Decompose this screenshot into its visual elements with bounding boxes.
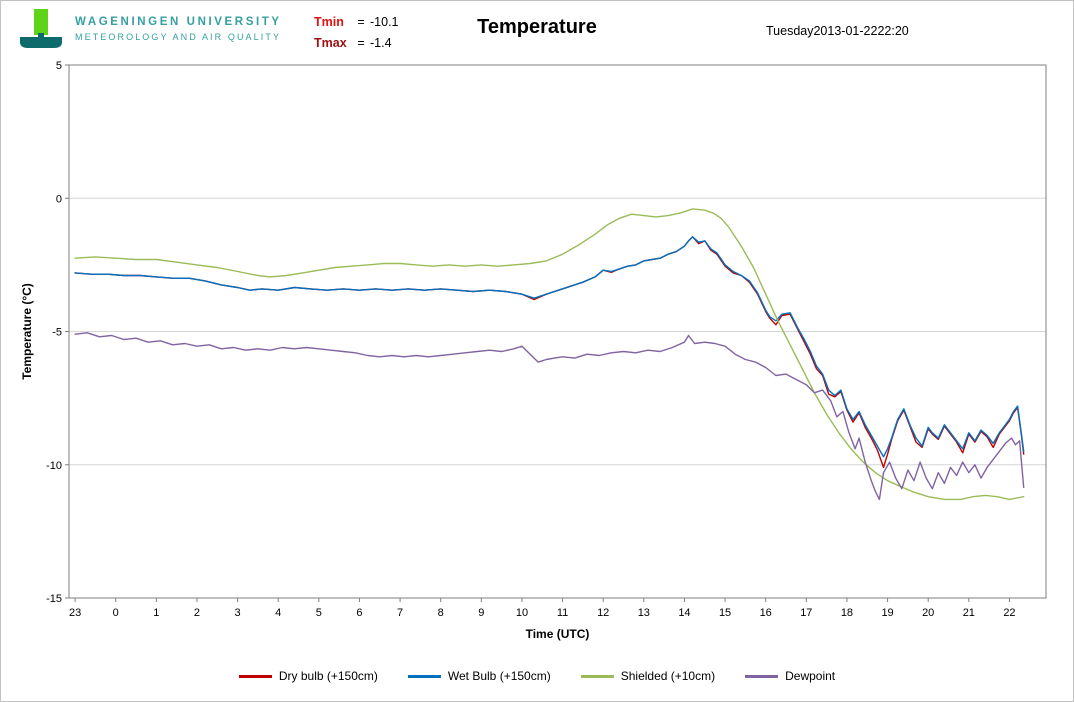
- legend-label-shielded: Shielded (+10cm): [620, 669, 716, 683]
- legend-label-wet-bulb: Wet Bulb (+150cm): [447, 669, 551, 683]
- wageningen-logo-icon: [20, 9, 62, 48]
- tmax-value: -1.4: [370, 36, 392, 51]
- university-name: WAGENINGEN UNIVERSITY: [75, 16, 282, 28]
- tmax-equals: =: [357, 36, 365, 51]
- svg-text:17: 17: [800, 607, 812, 619]
- tmin-value: -10.1: [370, 15, 399, 29]
- svg-text:3: 3: [235, 607, 241, 619]
- svg-text:1: 1: [153, 607, 159, 619]
- chart-legend: Dry bulb (+150cm) Wet Bulb (+150cm) Shie…: [1, 669, 1073, 683]
- svg-text:22: 22: [1003, 607, 1015, 619]
- legend-item-wet-bulb: Wet Bulb (+150cm): [407, 669, 551, 683]
- tmin-label: Tmin: [314, 15, 344, 29]
- tmin-equals: =: [357, 15, 365, 29]
- legend-item-shielded: Shielded (+10cm): [580, 669, 716, 683]
- svg-text:0: 0: [113, 607, 119, 619]
- svg-text:Temperature (°C): Temperature (°C): [20, 283, 34, 380]
- svg-text:19: 19: [881, 607, 893, 619]
- svg-text:7: 7: [397, 607, 403, 619]
- svg-text:-10: -10: [46, 460, 62, 472]
- legend-item-dry-bulb: Dry bulb (+150cm): [238, 669, 378, 683]
- university-name-block: WAGENINGEN UNIVERSITY METEOROLOGY AND AI…: [75, 14, 282, 44]
- department-name: METEOROLOGY AND AIR QUALITY: [75, 31, 282, 42]
- wageningen-logo: [17, 7, 65, 58]
- svg-text:Time (UTC): Time (UTC): [526, 627, 590, 641]
- svg-text:0: 0: [56, 193, 62, 205]
- svg-text:15: 15: [719, 607, 731, 619]
- legend-line-dewpoint: [745, 674, 779, 678]
- legend-label-dry-bulb: Dry bulb (+150cm): [278, 669, 378, 683]
- svg-text:-5: -5: [52, 327, 62, 339]
- page-title: Temperature: [477, 16, 597, 38]
- svg-text:13: 13: [638, 607, 650, 619]
- svg-text:20: 20: [922, 607, 934, 619]
- svg-text:21: 21: [963, 607, 975, 619]
- time-label: 22:20: [877, 24, 909, 38]
- tmax-row: Tmax = -1.4: [314, 33, 399, 54]
- date-label: 2013-01-22: [813, 24, 878, 38]
- legend-item-dewpoint: Dewpoint: [745, 669, 835, 683]
- svg-text:6: 6: [356, 607, 362, 619]
- svg-text:9: 9: [478, 607, 484, 619]
- svg-text:-15: -15: [46, 593, 62, 605]
- svg-text:5: 5: [316, 607, 322, 619]
- legend-label-dewpoint: Dewpoint: [785, 669, 836, 683]
- svg-text:23: 23: [69, 607, 81, 619]
- svg-text:12: 12: [597, 607, 609, 619]
- legend-line-dry-bulb: [238, 674, 272, 678]
- tmin-row: Tmin = -10.1: [314, 12, 399, 33]
- svg-text:10: 10: [516, 607, 528, 619]
- svg-text:16: 16: [760, 607, 772, 619]
- tmax-label: Tmax: [314, 36, 347, 51]
- svg-text:11: 11: [557, 607, 568, 619]
- svg-text:4: 4: [275, 607, 281, 619]
- minmax-block: Tmin = -10.1 Tmax = -1.4: [314, 12, 399, 55]
- datetime-block: Tuesday2013-01-2222:20: [766, 24, 909, 38]
- svg-text:5: 5: [56, 60, 62, 72]
- weekday-label: Tuesday: [766, 24, 814, 38]
- svg-text:18: 18: [841, 607, 853, 619]
- legend-line-shielded: [580, 674, 614, 678]
- legend-line-wet-bulb: [407, 674, 441, 678]
- svg-text:8: 8: [438, 607, 444, 619]
- svg-text:2: 2: [194, 607, 200, 619]
- svg-text:14: 14: [678, 607, 690, 619]
